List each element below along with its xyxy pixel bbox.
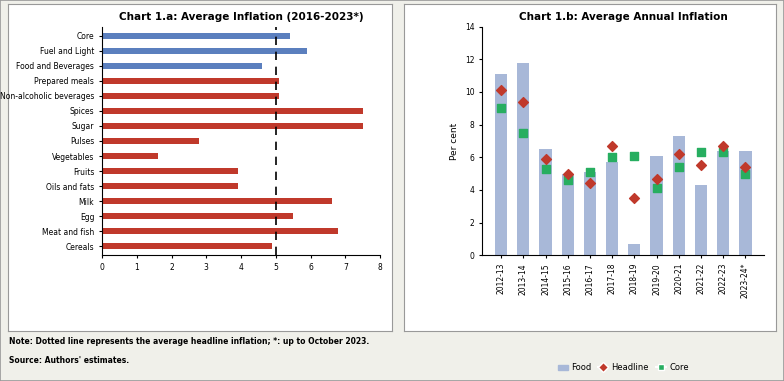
Bar	[102, 33, 290, 38]
Bar	[102, 153, 158, 159]
Text: Source: Authors' estimates.: Source: Authors' estimates.	[9, 356, 129, 365]
Bar	[495, 74, 507, 255]
Bar	[102, 138, 199, 144]
Bar	[102, 168, 238, 174]
Bar	[673, 136, 685, 255]
Bar	[102, 63, 262, 69]
Bar	[102, 48, 307, 54]
Bar	[695, 185, 707, 255]
Bar	[102, 198, 332, 204]
Bar	[102, 123, 363, 129]
Point	[495, 105, 507, 111]
Bar	[739, 151, 752, 255]
Point	[561, 171, 574, 177]
Bar	[651, 156, 662, 255]
Point	[739, 171, 752, 177]
Bar	[102, 93, 279, 99]
Bar	[628, 244, 641, 255]
Point	[628, 153, 641, 159]
Point	[539, 166, 552, 172]
Bar	[102, 243, 272, 249]
Bar	[561, 174, 574, 255]
Bar	[102, 183, 238, 189]
Point	[717, 143, 730, 149]
Bar	[102, 78, 279, 84]
Point	[717, 149, 730, 155]
Point	[606, 154, 619, 160]
Title: Chart 1.a: Average Inflation (2016-2023*): Chart 1.a: Average Inflation (2016-2023*…	[118, 12, 364, 22]
Point	[628, 195, 641, 201]
Point	[651, 185, 663, 191]
Point	[673, 151, 685, 157]
Point	[517, 99, 529, 105]
Point	[583, 169, 596, 175]
Point	[517, 130, 529, 136]
Bar	[606, 162, 619, 255]
Bar	[717, 151, 729, 255]
Bar	[539, 149, 552, 255]
Point	[673, 164, 685, 170]
Point	[695, 149, 707, 155]
Bar	[584, 172, 596, 255]
Point	[539, 156, 552, 162]
Point	[739, 164, 752, 170]
Bar	[102, 228, 339, 234]
Point	[695, 162, 707, 168]
Point	[583, 180, 596, 186]
Bar	[517, 62, 529, 255]
Y-axis label: Per cent: Per cent	[450, 122, 459, 160]
Point	[495, 87, 507, 93]
Point	[561, 177, 574, 183]
Legend: Food, Headline, Core: Food, Headline, Core	[554, 360, 692, 376]
Point	[606, 143, 619, 149]
Bar	[102, 108, 363, 114]
Bar	[102, 213, 293, 219]
Text: Note: Dotted line represents the average headline inflation; *: up to October 20: Note: Dotted line represents the average…	[9, 337, 370, 346]
Point	[651, 176, 663, 182]
Title: Chart 1.b: Average Annual Inflation: Chart 1.b: Average Annual Inflation	[519, 12, 728, 22]
